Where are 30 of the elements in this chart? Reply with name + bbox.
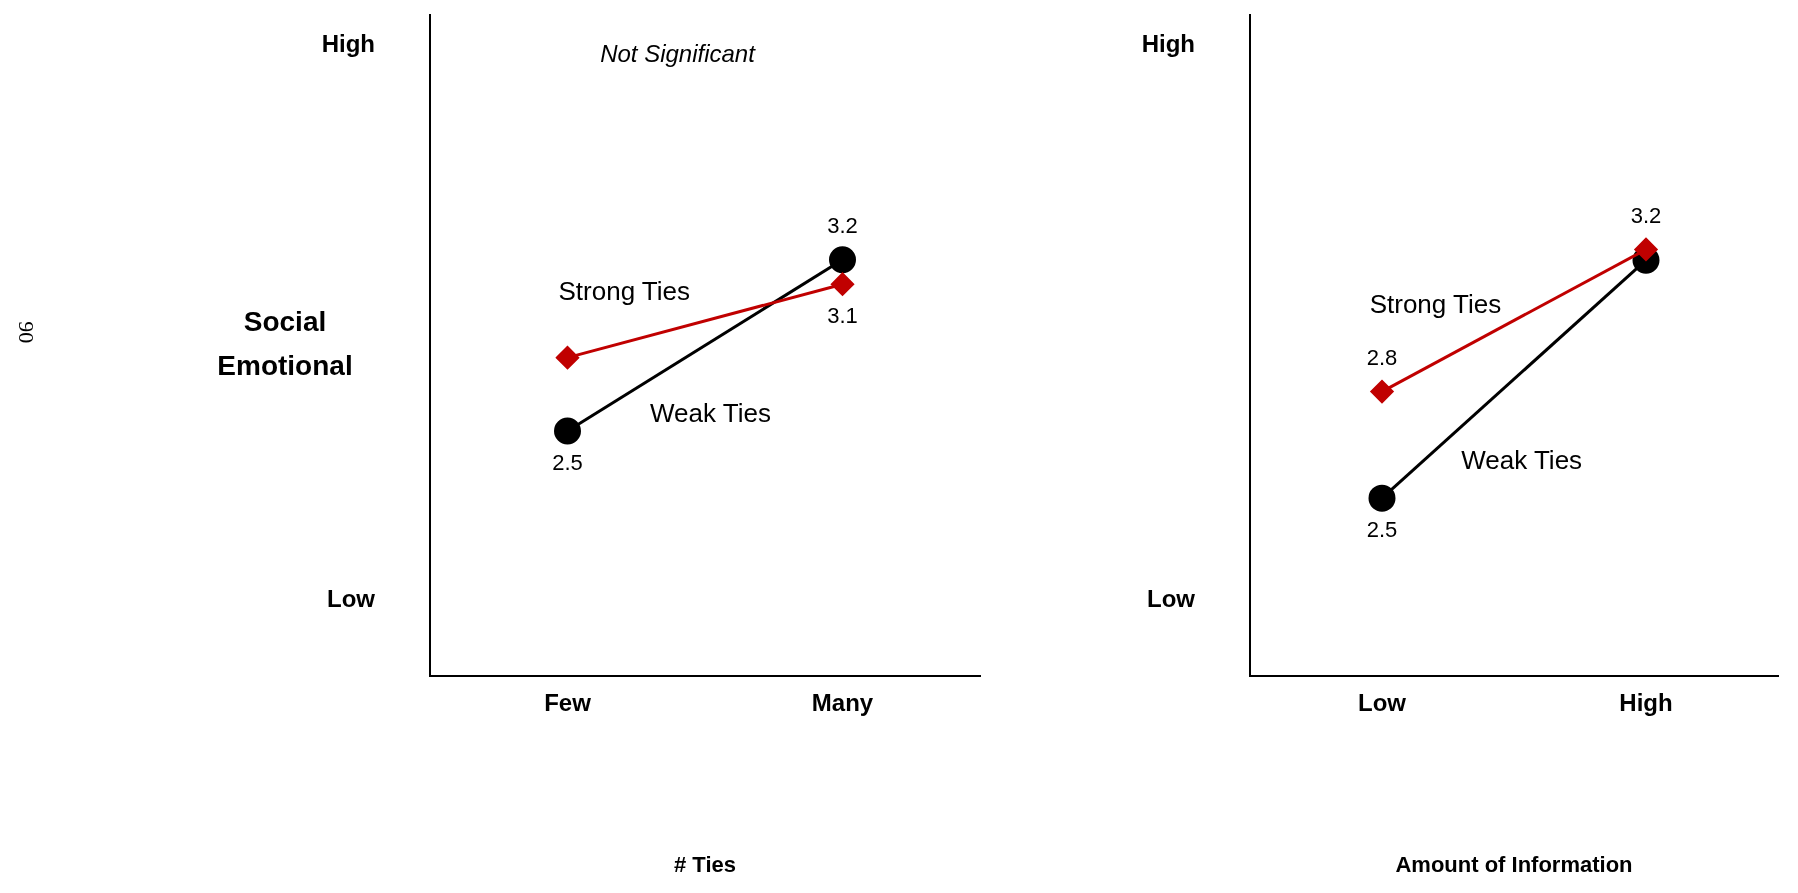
text: 90 xyxy=(14,321,40,344)
point xyxy=(1368,484,1396,512)
series-label: Strong Ties xyxy=(1369,289,1502,320)
text: Low xyxy=(327,585,376,613)
point xyxy=(829,246,856,274)
text: High xyxy=(1141,29,1195,57)
point xyxy=(554,417,581,445)
point xyxy=(1634,237,1658,261)
x-axis-title: # Ties xyxy=(674,851,736,877)
series-label: Weak Ties xyxy=(1461,444,1583,475)
x-axis-title: Amount of Information xyxy=(1395,851,1633,877)
x-tick-label: Few xyxy=(544,688,592,716)
data-label: 3.1 xyxy=(827,303,858,329)
x-tick-label: Low xyxy=(1358,688,1407,716)
point xyxy=(831,272,854,296)
x-tick-label: High xyxy=(1619,688,1673,716)
x-tick-label: Many xyxy=(811,688,874,716)
series-label: Strong Ties xyxy=(558,275,690,306)
annotation: Not Significant xyxy=(600,39,757,67)
point xyxy=(556,346,579,370)
text: High xyxy=(321,29,375,57)
y-axis-title: Social Emotional xyxy=(217,306,353,382)
data-label: 2.5 xyxy=(552,450,583,476)
data-label: 3.2 xyxy=(827,212,858,238)
data-label: 3.2 xyxy=(1630,202,1662,228)
text: Low xyxy=(1147,585,1196,613)
point xyxy=(1370,380,1394,404)
series-label: Weak Ties xyxy=(650,397,771,428)
data-label: 2.5 xyxy=(1366,517,1398,543)
data-label: 2.8 xyxy=(1366,344,1398,370)
